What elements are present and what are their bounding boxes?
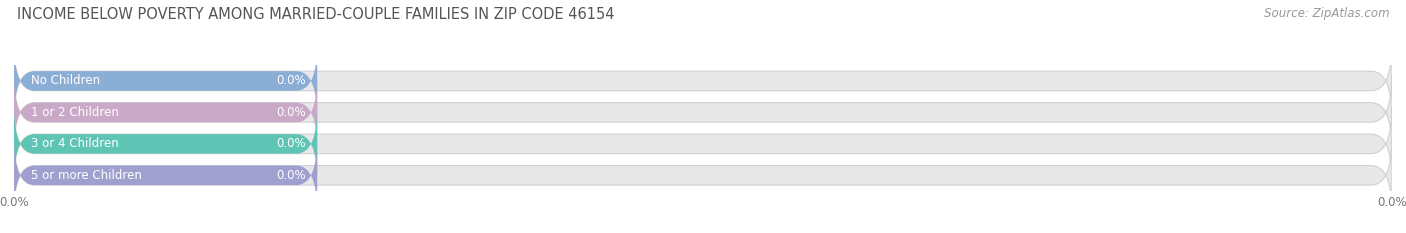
FancyBboxPatch shape [14,106,1392,181]
Text: No Children: No Children [31,75,100,87]
FancyBboxPatch shape [14,44,318,118]
FancyBboxPatch shape [14,44,1392,118]
Text: 1 or 2 Children: 1 or 2 Children [31,106,118,119]
Text: Source: ZipAtlas.com: Source: ZipAtlas.com [1264,7,1389,20]
Text: 0.0%: 0.0% [277,75,307,87]
FancyBboxPatch shape [14,75,1392,150]
FancyBboxPatch shape [14,138,318,213]
Text: 0.0%: 0.0% [277,106,307,119]
Text: INCOME BELOW POVERTY AMONG MARRIED-COUPLE FAMILIES IN ZIP CODE 46154: INCOME BELOW POVERTY AMONG MARRIED-COUPL… [17,7,614,22]
Text: 3 or 4 Children: 3 or 4 Children [31,137,118,150]
FancyBboxPatch shape [14,106,318,181]
FancyBboxPatch shape [14,138,1392,213]
Text: 5 or more Children: 5 or more Children [31,169,142,182]
Text: 0.0%: 0.0% [277,169,307,182]
Text: 0.0%: 0.0% [277,137,307,150]
FancyBboxPatch shape [14,75,318,150]
